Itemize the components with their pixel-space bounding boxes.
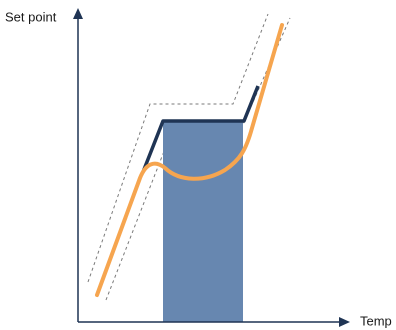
upper-dashed-bound [87, 13, 269, 283]
x-axis-arrow [339, 317, 350, 327]
set-point-line [141, 85, 260, 173]
y-axis-arrow [73, 8, 83, 19]
y-axis-label: Set point [5, 9, 57, 24]
shaded-region [163, 121, 243, 322]
temperature-curve [95, 23, 284, 297]
x-axis-label: Temp [360, 313, 392, 328]
